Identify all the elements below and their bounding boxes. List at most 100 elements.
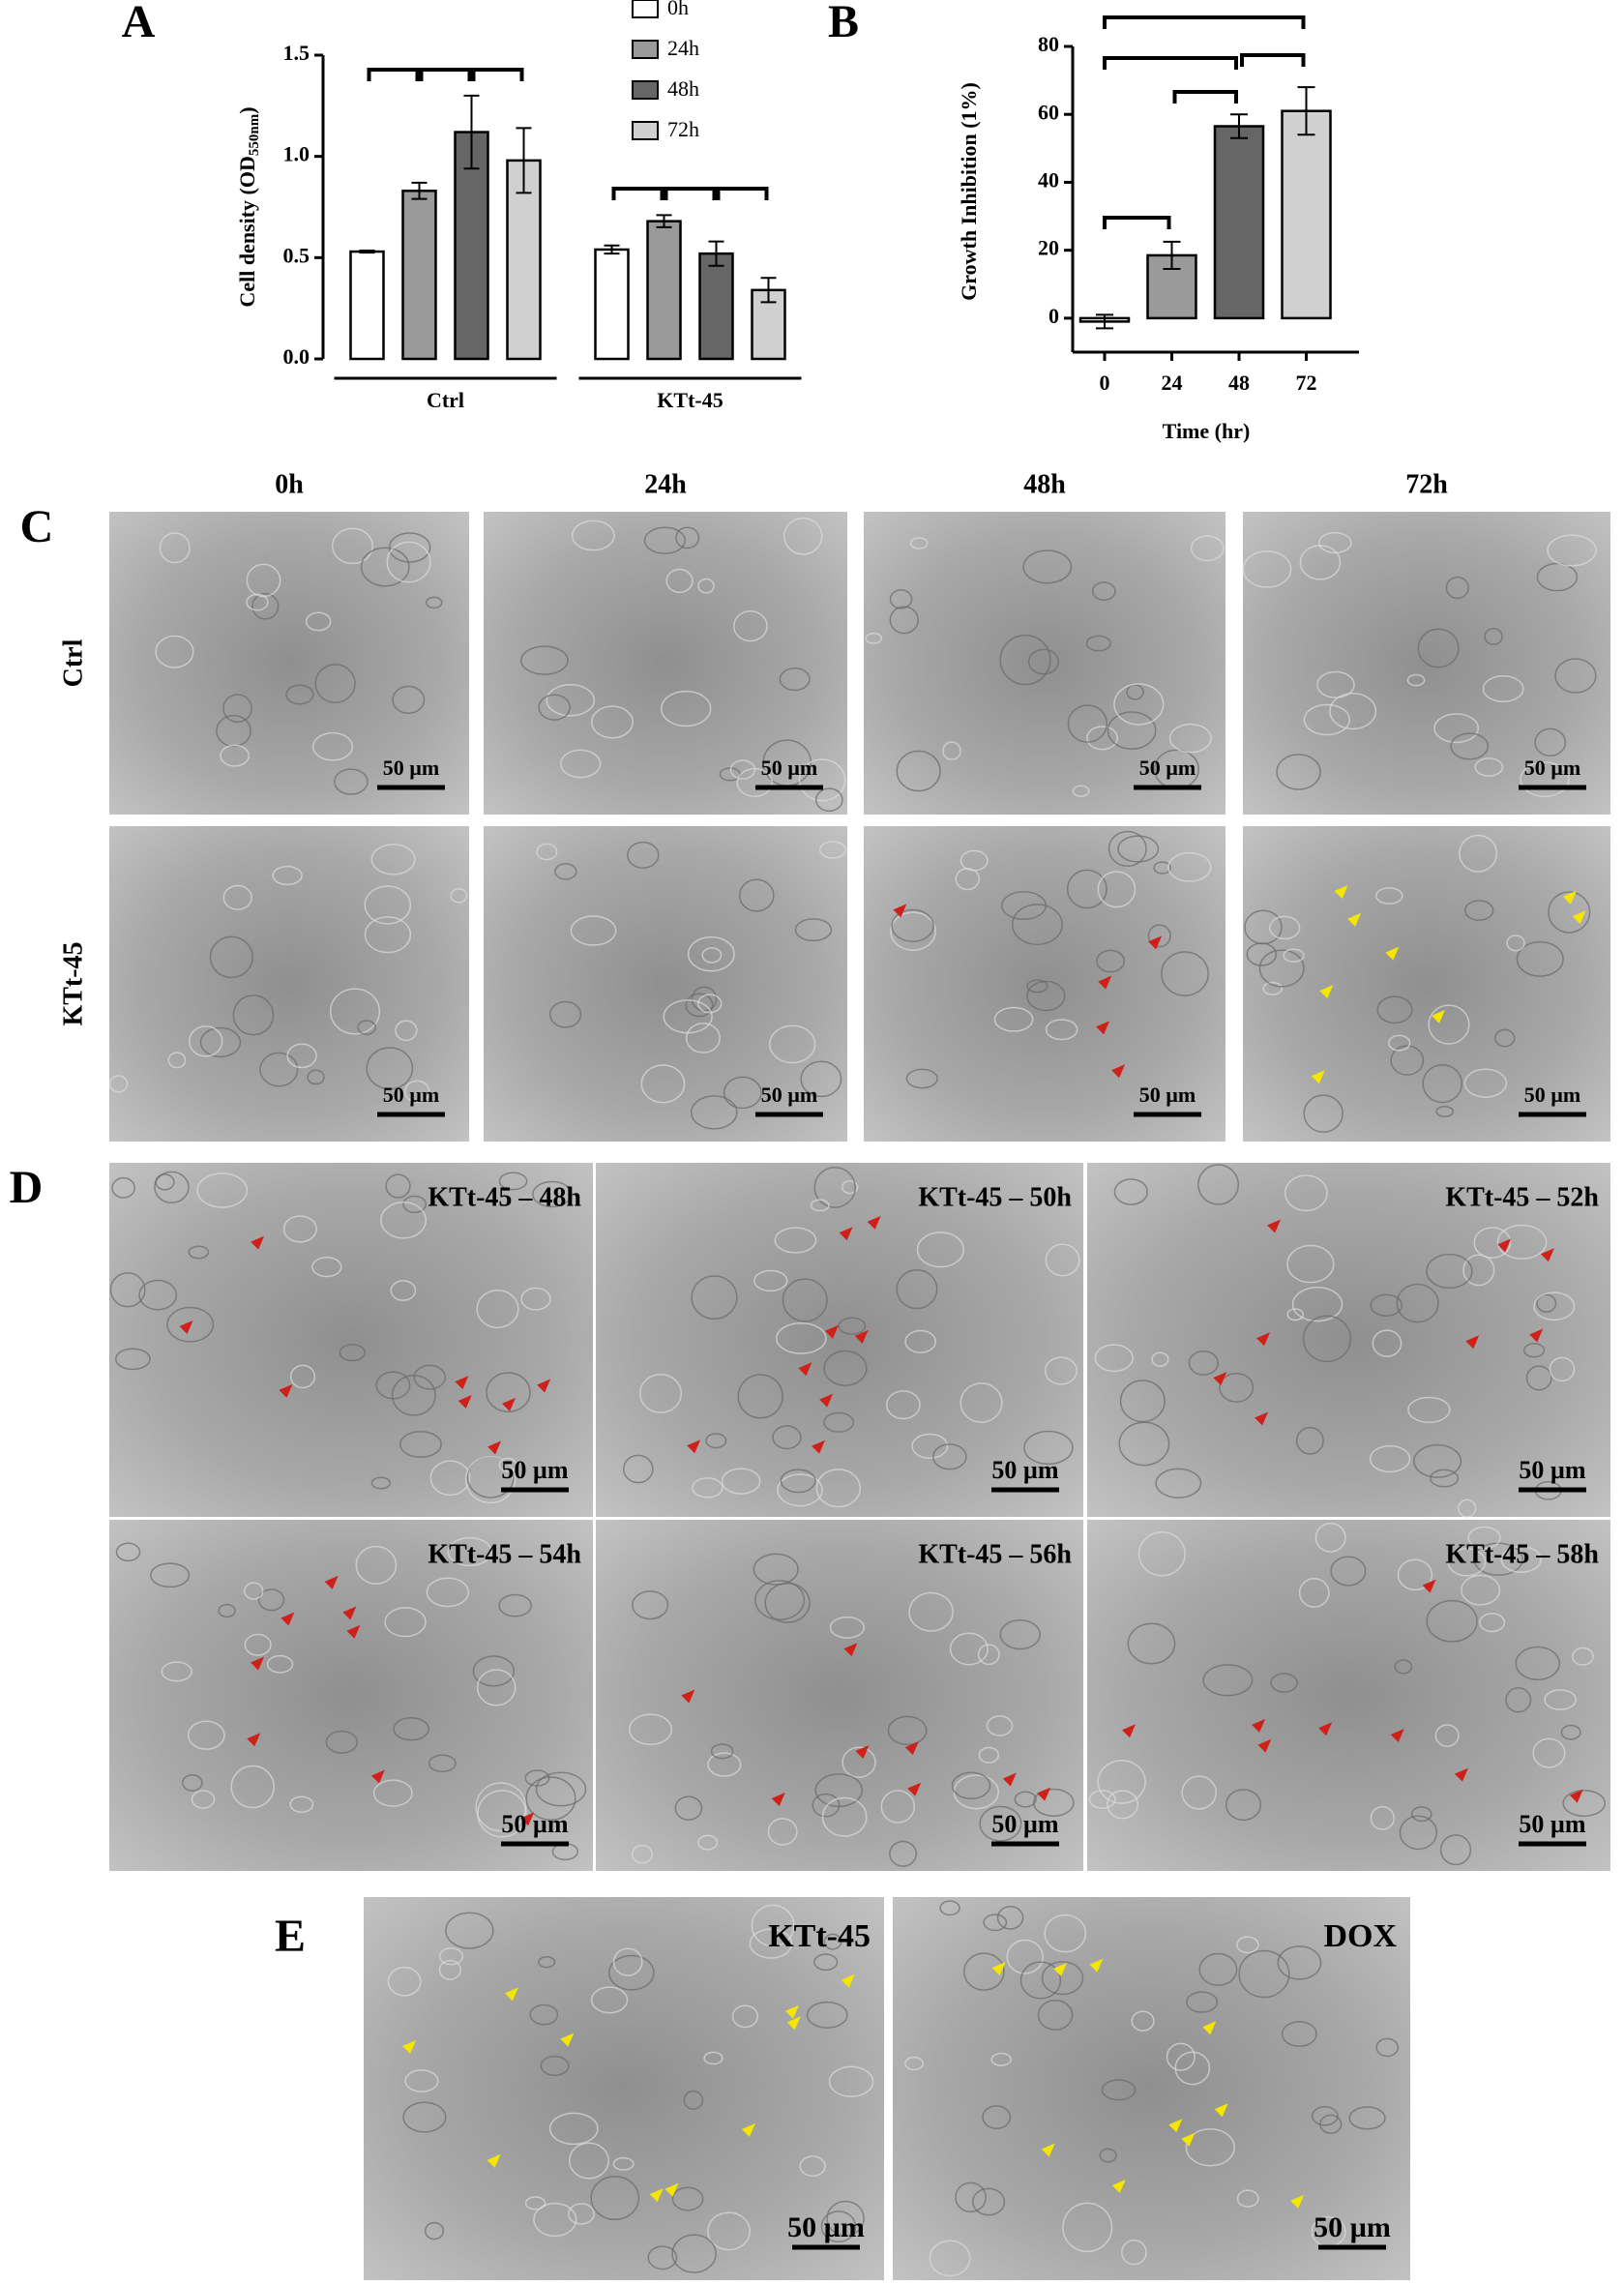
arrowhead xyxy=(893,904,907,918)
cell xyxy=(908,1591,954,1632)
legend-swatch xyxy=(632,121,659,140)
cell xyxy=(138,1279,178,1311)
cell xyxy=(772,1425,802,1450)
micrograph xyxy=(864,826,1225,1142)
cell xyxy=(536,843,558,861)
x-tick-label: 24 xyxy=(1162,371,1183,395)
cell xyxy=(1107,711,1157,750)
cell xyxy=(821,1796,868,1837)
cell xyxy=(570,915,617,946)
cell xyxy=(1463,1068,1508,1098)
cell xyxy=(692,1477,723,1499)
cell xyxy=(554,863,577,880)
error-bar xyxy=(656,214,672,228)
cell xyxy=(841,1180,859,1195)
cell xyxy=(1536,1293,1557,1313)
cell xyxy=(1397,1558,1433,1591)
error-bar xyxy=(411,181,428,200)
cell xyxy=(663,999,713,1034)
cell xyxy=(623,1454,654,1484)
cell xyxy=(498,1172,528,1191)
cell xyxy=(1107,1790,1139,1820)
cell xyxy=(402,2101,447,2133)
cell xyxy=(1314,1523,1346,1553)
cell xyxy=(1131,2010,1155,2032)
cell xyxy=(1286,1244,1335,1284)
cell xyxy=(794,918,833,942)
cell xyxy=(334,768,369,795)
cell xyxy=(246,593,269,611)
scale-bar-label: 50 µm xyxy=(991,1456,1058,1484)
scale-bar-label: 50 µm xyxy=(501,1810,568,1838)
scale-bar-label: 50 µm xyxy=(761,756,818,780)
cell xyxy=(1394,1659,1413,1675)
cell xyxy=(1500,1546,1542,1573)
cell xyxy=(282,1215,317,1243)
cell xyxy=(780,1469,816,1494)
cell xyxy=(983,1914,1008,1932)
y-tick-label: 40 xyxy=(1038,167,1059,192)
cell xyxy=(829,1616,866,1639)
cell xyxy=(364,916,412,954)
cell xyxy=(904,2056,925,2071)
micrograph xyxy=(893,1897,1410,2280)
arrowhead xyxy=(560,2033,575,2047)
cell xyxy=(697,994,723,1014)
micrograph xyxy=(864,512,1225,815)
error-bar xyxy=(760,277,777,304)
cell xyxy=(631,1844,654,1864)
panel-label: KTt-45 – 52h xyxy=(1445,1182,1599,1212)
cell xyxy=(1153,861,1171,875)
arrowhead xyxy=(1572,910,1586,925)
cell xyxy=(357,1020,377,1035)
cell xyxy=(1014,1791,1037,1808)
scale-bar-label: 50 µm xyxy=(1524,756,1581,780)
y-tick-label: 0.0 xyxy=(283,344,310,369)
cell xyxy=(1458,1499,1477,1518)
arrowhead xyxy=(324,1575,339,1589)
arrowhead xyxy=(824,1324,839,1339)
cell xyxy=(826,2200,865,2237)
arrowhead xyxy=(1318,1722,1333,1736)
cell xyxy=(1236,1936,1259,1954)
cell xyxy=(532,1180,573,1208)
scale-bar-label: 50 µm xyxy=(501,1456,568,1484)
error-bar xyxy=(1297,86,1315,136)
bar xyxy=(401,190,437,361)
cell xyxy=(1534,727,1567,757)
bar xyxy=(698,252,734,361)
arrowhead xyxy=(1540,1248,1554,1262)
cell xyxy=(896,1269,938,1310)
cell xyxy=(524,2196,546,2211)
cell xyxy=(155,635,194,668)
cell xyxy=(1096,949,1126,973)
arrowhead xyxy=(1181,2132,1196,2147)
cell xyxy=(1117,835,1160,863)
cell xyxy=(885,1390,921,1420)
arrowhead xyxy=(1096,1021,1110,1035)
cell xyxy=(697,1834,719,1851)
arrowhead xyxy=(458,1395,472,1410)
cell xyxy=(1027,648,1060,675)
cell xyxy=(1037,1999,1074,2031)
cell xyxy=(1097,871,1137,908)
significance-bracket xyxy=(1103,216,1171,229)
cell xyxy=(1190,535,1225,562)
cell xyxy=(426,1577,470,1608)
cell xyxy=(428,1754,457,1772)
panel-label: KTt-45 – 56h xyxy=(918,1539,1072,1569)
cell xyxy=(608,1954,655,1991)
cell xyxy=(1099,2148,1117,2163)
arrowhead xyxy=(991,1962,1006,1976)
cell xyxy=(823,1933,842,1950)
cell xyxy=(387,1966,422,1997)
cell xyxy=(1407,1396,1451,1424)
cell xyxy=(535,1771,587,1807)
arrowhead xyxy=(854,1329,869,1344)
cell xyxy=(671,2186,704,2211)
cell xyxy=(1113,1178,1149,1205)
cell xyxy=(1515,1646,1560,1681)
cell xyxy=(905,1068,938,1089)
cell xyxy=(424,2221,445,2240)
